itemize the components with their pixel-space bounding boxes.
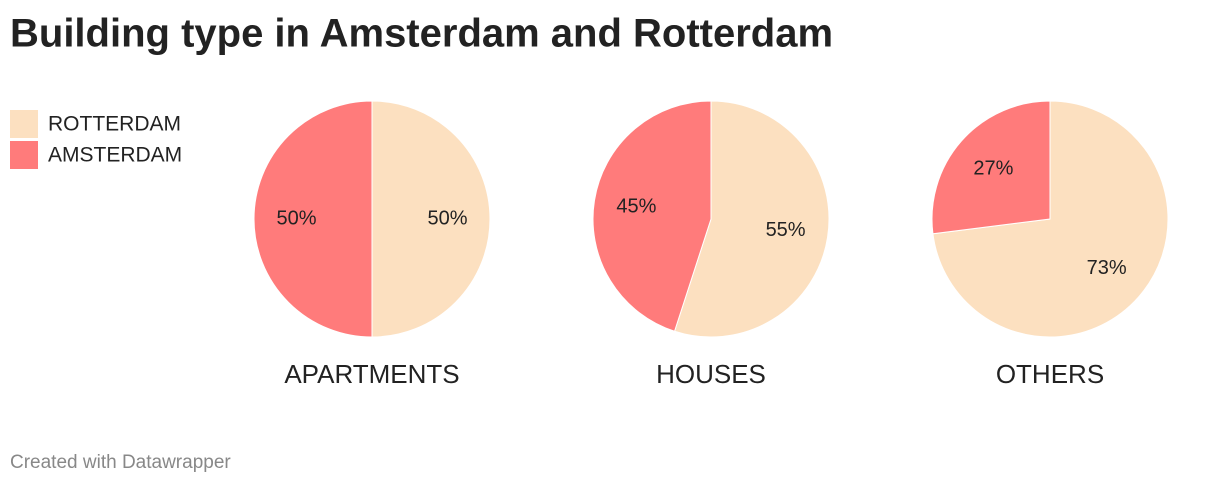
- category-label: HOUSES: [656, 359, 766, 389]
- footer: Created with Datawrapper: [10, 452, 231, 473]
- legend-swatch: [10, 110, 38, 138]
- pie-slice: [673, 100, 830, 338]
- chart-title: Building type in Amsterdam and Rotterdam: [10, 12, 833, 56]
- slice-label: 50%: [276, 207, 316, 229]
- category-label: APARTMENTS: [284, 359, 459, 389]
- slice-label: 73%: [1087, 257, 1127, 279]
- slice-label: 55%: [766, 219, 806, 241]
- category-label: OTHERS: [996, 359, 1104, 389]
- legend-swatch: [10, 141, 38, 169]
- legend-label: ROTTERDAM: [48, 113, 181, 136]
- pie-slice: [371, 100, 491, 338]
- legend-label: AMSTERDAM: [48, 144, 182, 167]
- pie-slice: [931, 100, 1051, 235]
- slice-label: 50%: [428, 207, 468, 229]
- slice-label: 45%: [616, 195, 656, 217]
- slice-label: 27%: [973, 157, 1013, 179]
- pie-slice: [592, 100, 712, 332]
- pie-slice: [253, 100, 373, 338]
